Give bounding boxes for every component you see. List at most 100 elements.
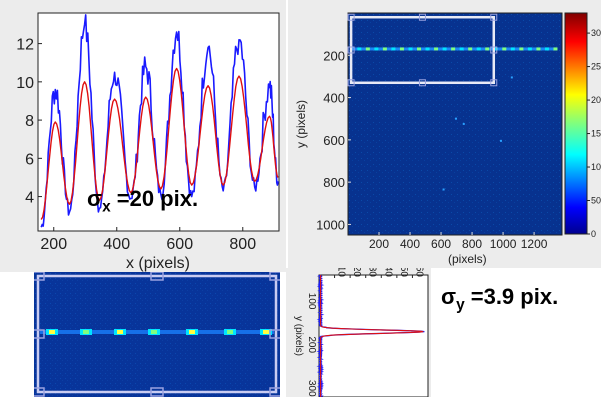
profile-y-x-tick-label: 40 xyxy=(382,268,393,277)
zoom-spot-core xyxy=(151,330,157,334)
zoom-spot-core xyxy=(49,330,55,334)
sigma-x-symbol: σ xyxy=(87,186,103,211)
profile-y-y-tick-label: 200 xyxy=(306,336,317,353)
roi-handle[interactable] xyxy=(347,13,355,21)
streak-spot xyxy=(365,47,370,51)
noise-spot xyxy=(462,122,465,125)
y-tick-label: 12 xyxy=(16,37,34,54)
zoom-handle[interactable] xyxy=(150,387,164,397)
x-tick-label: 200 xyxy=(40,236,67,253)
sigma-x-subscript: x xyxy=(102,198,111,216)
sigma-x-value: =20 pix. xyxy=(110,186,199,211)
sigma-y-value: =3.9 pix. xyxy=(464,284,559,309)
zoom-spot-core xyxy=(227,330,233,334)
image-area xyxy=(347,12,563,236)
image-x-axis-label: (pixels) xyxy=(448,252,487,266)
roi-handle[interactable] xyxy=(347,46,355,54)
zoom-handle[interactable] xyxy=(34,329,45,339)
colorbar-tick-label: 0 xyxy=(591,229,596,239)
streak-spot xyxy=(417,47,422,51)
profile-y-chart: 10 20 30 40 50 60 100 200 300 y (pixels) xyxy=(293,268,429,397)
profile-y-panel: 10 20 30 40 50 60 100 200 300 y (pixels) xyxy=(286,268,431,397)
x-axis-label: x (pixels) xyxy=(126,255,190,272)
streak-spot xyxy=(425,47,430,51)
zoom-handle[interactable] xyxy=(34,387,45,397)
streak-spot xyxy=(493,47,498,51)
streak-spot xyxy=(434,47,439,51)
x-tick-label: 800 xyxy=(229,236,256,253)
roi-handle[interactable] xyxy=(490,13,498,21)
image-x-tick-label: 1000 xyxy=(490,237,517,251)
streak-spot xyxy=(408,47,413,51)
streak-spot xyxy=(459,47,464,51)
noise-spot xyxy=(455,117,457,120)
profile-y-axis-label: y (pixels) xyxy=(293,316,304,356)
zoom-spot-core xyxy=(83,330,89,334)
image-x-tick-label: 400 xyxy=(400,237,420,251)
y-tick-label: 4 xyxy=(25,190,34,207)
streak-spot xyxy=(527,47,532,51)
noise-spot xyxy=(499,139,502,142)
zoom-handle[interactable] xyxy=(269,329,280,339)
image-x-tick-label: 1200 xyxy=(521,237,548,251)
image-y-tick-label: 600 xyxy=(323,133,345,148)
image-x-tick-label: 600 xyxy=(431,237,451,251)
profile-x-chart: 200 400 600 800 4 6 8 10 12 x (pixels) xyxy=(16,12,280,272)
sigma-y-annotation: σy =3.9 pix. xyxy=(441,284,558,314)
colorbar-tick-label: 50 xyxy=(591,196,601,206)
profile-y-x-tick-label: 30 xyxy=(367,268,378,277)
noise-spot xyxy=(442,188,445,191)
image-y-tick-label: 800 xyxy=(323,175,345,190)
streak-spot xyxy=(553,47,558,51)
colorbar-tick-label: 300 xyxy=(591,28,601,38)
colorbar-tick-label: 100 xyxy=(591,162,601,172)
y-tick-label: 10 xyxy=(16,75,34,92)
streak-spot xyxy=(374,47,379,51)
zoom-handle[interactable] xyxy=(150,272,164,281)
image-panel: 200 400 600 800 1000 1200 200 400 600 800 1000 y (… xyxy=(288,0,601,268)
roi-handle[interactable] xyxy=(490,46,498,54)
fit-profile-line xyxy=(40,67,279,220)
profile-y-plot-area xyxy=(318,274,429,397)
streak-spot xyxy=(544,47,549,51)
roi-handle[interactable] xyxy=(418,13,426,21)
streak-spot xyxy=(451,47,456,51)
profile-y-x-tick-label: 50 xyxy=(398,268,409,277)
streak-spot xyxy=(536,47,541,51)
roi-zoom-heatmap xyxy=(34,272,280,397)
fit-profile-y-line xyxy=(320,275,424,397)
zoom-spot-core xyxy=(189,330,195,334)
streak-spot xyxy=(391,47,396,51)
zoom-spot-core xyxy=(117,330,123,334)
roi-handle[interactable] xyxy=(490,79,498,87)
zoom-roi-box[interactable] xyxy=(36,274,278,394)
zoom-handle[interactable] xyxy=(34,272,45,281)
y-tick-label: 8 xyxy=(25,113,34,130)
image-x-tick-label: 800 xyxy=(462,237,482,251)
profile-y-y-tick-label: 300 xyxy=(306,380,317,397)
streak-spot xyxy=(399,47,404,51)
profile-x-panel: 200 400 600 800 4 6 8 10 12 x (pixels) σx =20 pi… xyxy=(0,0,286,272)
streak-spot xyxy=(502,47,507,51)
roi-handle[interactable] xyxy=(418,79,426,87)
profile-y-y-tick-label: 100 xyxy=(306,293,317,310)
roi-box[interactable] xyxy=(349,15,496,85)
noise-spot xyxy=(510,76,513,79)
profile-y-x-tick-label: 20 xyxy=(351,268,362,277)
raw-profile-line xyxy=(40,14,279,228)
roi-zoom-panel xyxy=(34,272,280,397)
zoom-handle[interactable] xyxy=(269,272,280,281)
colorbar xyxy=(564,12,588,235)
profile-y-x-tick-label: 10 xyxy=(336,268,347,277)
colorbar-tick-label: 200 xyxy=(591,95,601,105)
colorbar-tick-label: 250 xyxy=(591,62,601,72)
x-tick-label: 400 xyxy=(103,236,130,253)
roi-handle[interactable] xyxy=(347,79,355,87)
streak-spot xyxy=(382,47,387,51)
zoom-spot-core xyxy=(263,330,269,334)
zoom-handle[interactable] xyxy=(269,387,280,397)
image-x-tick-label: 200 xyxy=(369,237,389,251)
y-tick-label: 6 xyxy=(25,151,34,168)
image-y-tick-label: 1000 xyxy=(316,217,345,232)
streak-spot xyxy=(485,47,490,51)
